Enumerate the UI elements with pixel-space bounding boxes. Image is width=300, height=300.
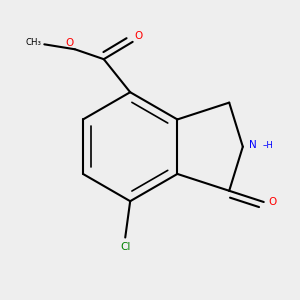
Text: CH₃: CH₃ (26, 38, 42, 47)
Text: Cl: Cl (120, 242, 130, 252)
Text: O: O (268, 197, 276, 207)
Text: N: N (249, 140, 257, 150)
Text: –H: –H (262, 141, 274, 150)
Text: O: O (65, 38, 73, 48)
Text: O: O (134, 31, 142, 41)
